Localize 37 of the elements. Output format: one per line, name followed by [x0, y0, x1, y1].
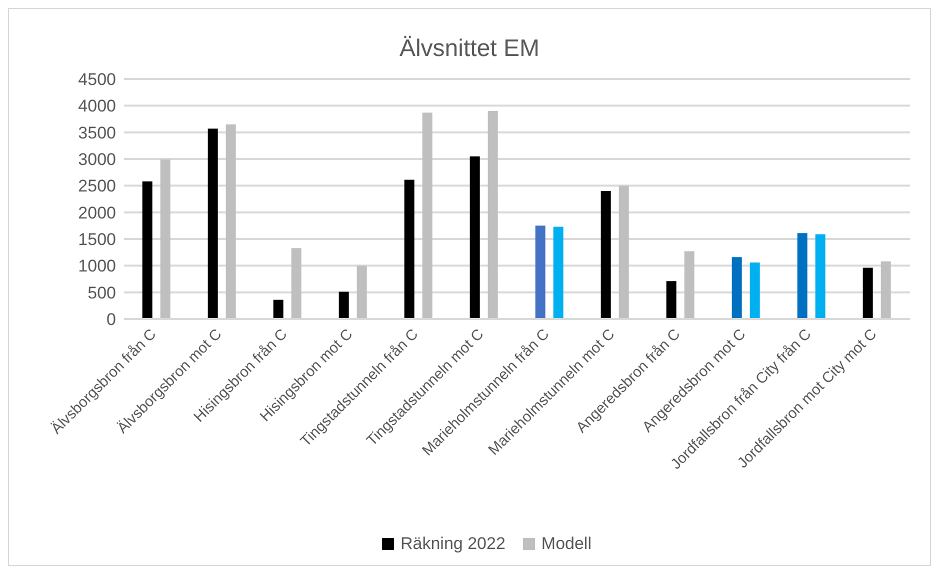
bar: [470, 156, 480, 319]
y-tick-label: 4000: [78, 96, 116, 116]
bar: [666, 281, 676, 319]
legend-label: Modell: [540, 534, 592, 554]
bar: [880, 261, 891, 319]
bar: [684, 251, 694, 319]
bar: [488, 111, 498, 319]
bar: [732, 257, 742, 319]
bar: [600, 191, 611, 319]
y-tick-label: 2500: [78, 176, 116, 196]
bar: [226, 124, 236, 319]
y-tick-label: 4500: [78, 70, 116, 90]
chart-title: Älvsnittet EM: [398, 35, 541, 64]
bar: [797, 233, 808, 319]
bar: [862, 268, 873, 319]
y-tick-label: 1500: [78, 230, 116, 250]
bar: [618, 186, 629, 319]
bar: [750, 262, 760, 319]
y-tick-label: 3000: [78, 150, 116, 170]
bar: [291, 248, 302, 319]
y-tick-label: 0: [106, 310, 116, 330]
legend-label: Räkning 2022: [399, 534, 506, 554]
bar: [535, 226, 546, 319]
y-tick-label: 2000: [78, 203, 116, 222]
bar: [160, 160, 170, 319]
bar: [356, 266, 367, 319]
bar: [208, 128, 218, 319]
bar: [422, 112, 432, 319]
bar: [815, 234, 826, 319]
y-tick-label: 3500: [78, 123, 116, 142]
bar: [273, 300, 284, 319]
bar: [404, 180, 414, 319]
bar: [142, 181, 152, 319]
bar: [338, 292, 349, 319]
y-tick-label: 500: [88, 283, 116, 302]
bar: [553, 226, 564, 319]
y-tick-label: 1000: [78, 256, 116, 276]
